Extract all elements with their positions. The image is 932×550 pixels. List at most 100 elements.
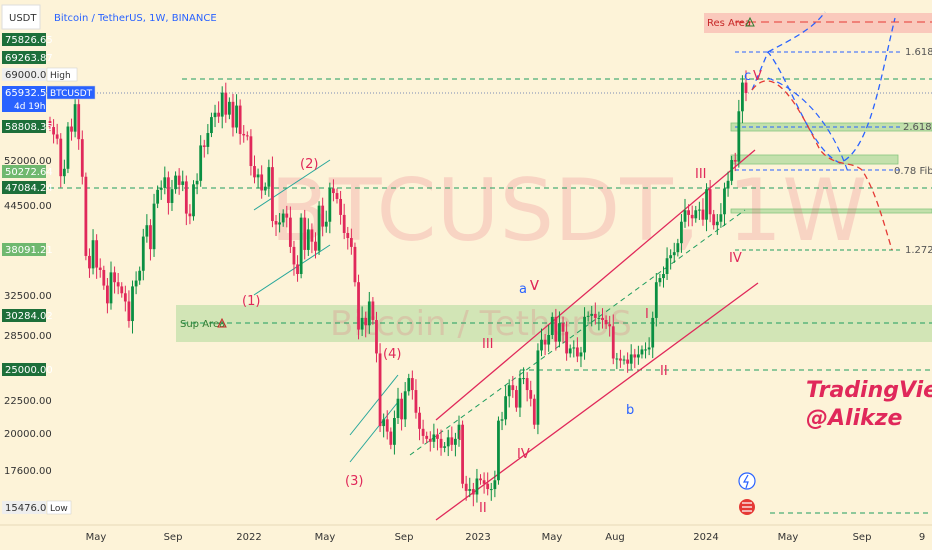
candle <box>575 337 579 363</box>
candle-body <box>134 280 138 287</box>
candle-body <box>550 316 554 335</box>
candle <box>245 131 249 141</box>
candle <box>640 345 644 359</box>
candle-body <box>636 354 640 358</box>
candle <box>676 238 680 257</box>
candle <box>550 312 554 340</box>
candle <box>213 104 217 128</box>
candle <box>174 171 177 194</box>
price-label-value: 65932.59 <box>5 88 53 99</box>
candle-body <box>629 354 633 364</box>
price-label-bg <box>2 51 46 64</box>
candle <box>141 228 145 281</box>
candle <box>91 229 95 275</box>
price-tick: 32500.00 <box>4 291 52 302</box>
time-axis[interactable]: May Sep 2022 May Sep 2023 May Aug 2024 May Sep 9 <box>86 532 926 543</box>
price-label: 58808.35 <box>2 120 53 133</box>
candle <box>604 315 608 329</box>
candle-body <box>697 209 701 211</box>
candle-body <box>532 398 536 425</box>
candle-body <box>170 189 174 203</box>
candle <box>597 311 601 331</box>
candle-body <box>687 210 690 215</box>
candle <box>181 170 185 192</box>
price-label: 47084.24 <box>2 181 53 194</box>
candle-body <box>403 391 407 420</box>
candle-body <box>288 217 292 247</box>
candle-body <box>540 339 543 351</box>
candle-body <box>306 229 310 250</box>
projection-paths <box>751 11 896 251</box>
candle-body <box>744 82 748 93</box>
time-tick: Aug <box>605 532 625 543</box>
candle-body <box>138 270 142 281</box>
candle-body <box>507 385 511 397</box>
candle-body <box>328 188 332 222</box>
candle <box>633 348 637 369</box>
candle-body <box>84 176 88 256</box>
wave-label: V <box>753 69 762 84</box>
candle <box>84 172 88 261</box>
candles <box>48 70 748 507</box>
candle <box>558 311 561 348</box>
candle-body <box>568 348 572 354</box>
wave-label: (2) <box>300 157 318 172</box>
candle-body <box>712 214 716 226</box>
price-label-value: 47084.24 <box>5 183 53 194</box>
candle-body <box>464 483 468 491</box>
candle <box>471 482 475 507</box>
candle <box>389 427 393 450</box>
candle <box>206 124 210 155</box>
candle <box>274 215 278 237</box>
candle-body <box>166 177 170 203</box>
candle <box>712 209 716 230</box>
candle <box>303 209 307 260</box>
candle <box>629 344 633 370</box>
candle <box>62 159 66 184</box>
candle <box>694 205 698 223</box>
price-axis[interactable]: 52000.00 44500.00 32500.00 28500.00 22500.00… <box>2 33 96 515</box>
lightning-icon[interactable] <box>738 472 756 490</box>
candle-body <box>217 112 221 117</box>
candle <box>475 468 479 503</box>
price-tick: 17600.00 <box>4 466 52 477</box>
wave-label: IV <box>517 447 530 462</box>
candle-body <box>389 431 393 445</box>
candle-body <box>572 347 576 349</box>
candle-body <box>457 424 461 439</box>
candle-body <box>583 316 586 353</box>
wave4-channel-bottom <box>349 401 399 463</box>
candle-body <box>615 358 619 360</box>
candle <box>522 367 525 385</box>
price-label-tag: BTCUSDT <box>50 89 93 99</box>
candle-body <box>227 101 231 115</box>
candle <box>737 99 741 168</box>
signature-line2: @Alikze <box>806 406 903 431</box>
candle <box>127 290 131 328</box>
candle-body <box>184 181 188 214</box>
candle-body <box>421 428 425 436</box>
currency-button[interactable] <box>1 4 41 30</box>
candle-body <box>303 217 307 250</box>
candle <box>425 431 429 444</box>
candle <box>741 75 744 124</box>
candle-body <box>529 390 533 399</box>
zone-labels: Res Area Sup Area 1.618 2.618 0.78 Fib 1… <box>180 18 932 330</box>
candle <box>457 415 461 447</box>
symbol-title[interactable]: Bitcoin / TetherUS, 1W, BINANCE <box>54 13 217 24</box>
candle-body <box>274 221 278 225</box>
candle <box>73 92 77 138</box>
candle-body <box>346 232 350 239</box>
candle <box>353 242 357 287</box>
candle-body <box>199 145 203 181</box>
candle-body <box>719 214 723 222</box>
currency-label: USDT <box>9 13 37 24</box>
candle <box>482 472 486 494</box>
candle-body <box>672 252 676 256</box>
candle <box>335 188 339 204</box>
candle <box>464 475 468 501</box>
wave-label: III <box>695 167 707 182</box>
time-tick: 2022 <box>236 532 261 543</box>
alert-triangle-icon <box>745 16 755 27</box>
